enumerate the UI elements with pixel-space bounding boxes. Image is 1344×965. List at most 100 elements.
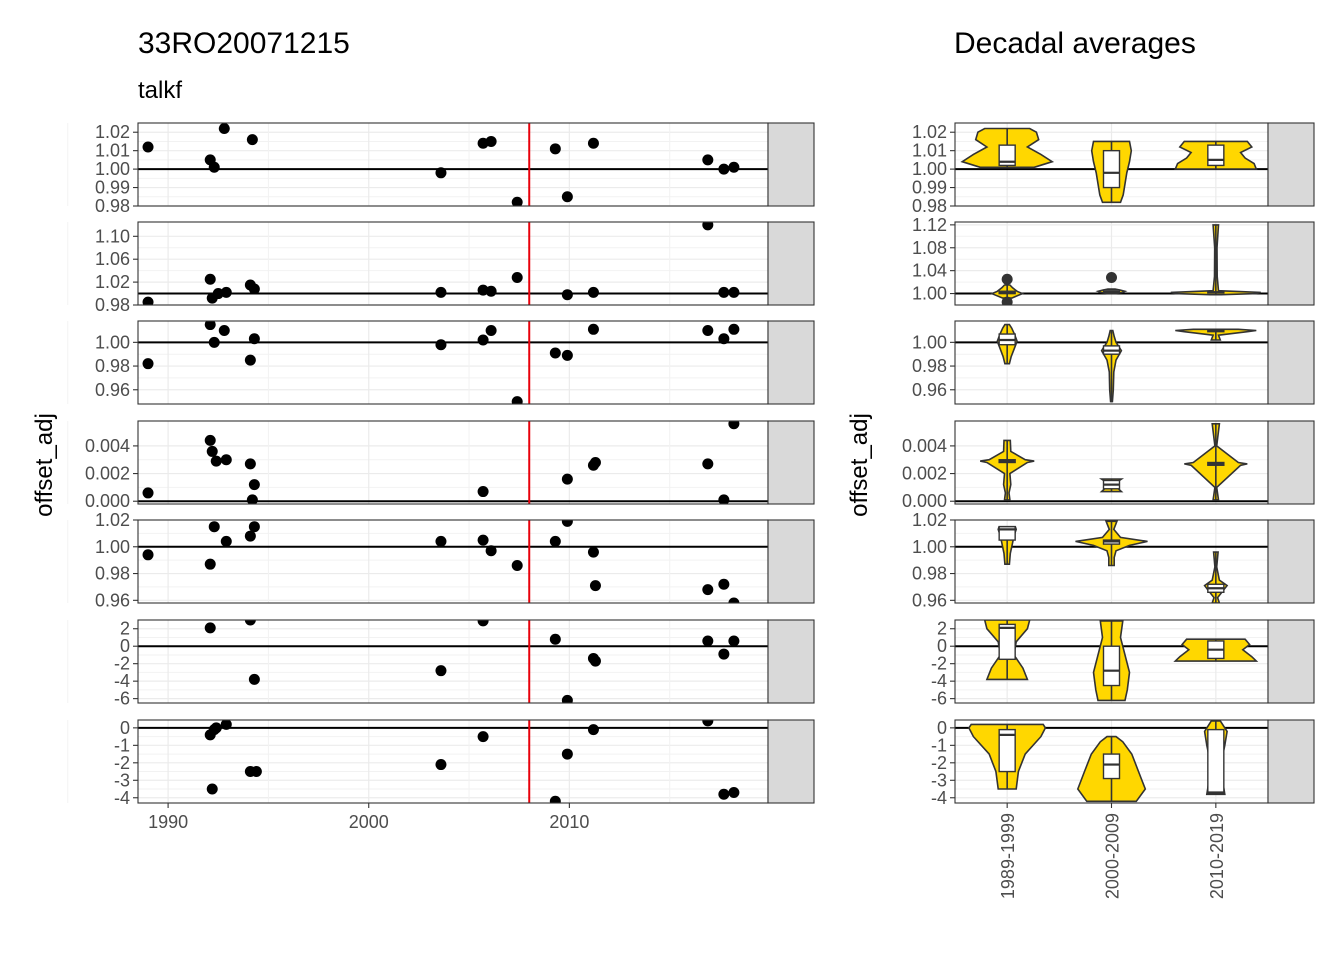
left-nitrate-y-tick-label: 1.00 xyxy=(95,159,130,179)
left-silicate-panel-bg xyxy=(138,520,768,603)
left-salinity-data-point xyxy=(210,455,222,467)
left-oxygen-data-point xyxy=(477,284,489,296)
left-oxygen-data-point xyxy=(212,288,224,300)
left-oxygen-data-point xyxy=(728,286,740,298)
left-silicate-data-point xyxy=(511,560,523,572)
left-talk-data-point xyxy=(244,620,256,626)
right-silicate-y-tick-label: 0.98 xyxy=(912,564,947,584)
right-tco2-box xyxy=(998,728,1016,773)
left-silicate-data-point xyxy=(728,597,740,603)
left-oxygen-data-point xyxy=(248,283,260,295)
left-phosphate-data-point xyxy=(248,333,260,345)
left-talk-y-tick-label: 2 xyxy=(120,619,130,639)
left-nitrate-data-point xyxy=(218,123,230,135)
left-nitrate-data-point xyxy=(208,161,220,173)
left-salinity-marks xyxy=(138,421,768,504)
right-tco2-box xyxy=(1207,728,1225,795)
left-facet-tco2: -4-3-2-10tco2 xyxy=(67,718,815,808)
left-oxygen-y-tick-label: 1.10 xyxy=(95,226,130,246)
left-nitrate-data-point xyxy=(511,196,523,206)
left-tco2-data-point xyxy=(718,788,730,800)
right-nitrate-marks xyxy=(955,127,1268,204)
left-plot-subtitle: talkf xyxy=(138,77,182,104)
left-salinity-y-tick-label: 0.004 xyxy=(85,436,130,456)
left-oxygen-y-tick-label: 1.02 xyxy=(95,272,130,292)
left-tco2-data-point xyxy=(435,759,447,771)
right-facet-silicate: 0.960.981.001.02silicate xyxy=(912,510,1315,610)
left-talk-data-point xyxy=(718,648,730,660)
left-x-tick-label: 1990 xyxy=(148,812,188,832)
left-nitrate-y-tick-label: 1.02 xyxy=(95,122,130,142)
left-x-tick-label: 2010 xyxy=(549,812,589,832)
left-oxygen-data-point xyxy=(702,222,714,231)
right-talk-y-tick-label: -6 xyxy=(931,689,947,709)
right-silicate-y-tick-label: 0.96 xyxy=(912,590,947,610)
right-nitrate-y-tick-label: 0.98 xyxy=(912,196,947,216)
right-silicate-y-tick-label: 1.00 xyxy=(912,537,947,557)
right-silicate-y-tick-label: 1.02 xyxy=(912,510,947,530)
left-silicate-y-tick-label: 1.00 xyxy=(95,537,130,557)
left-silicate-data-point xyxy=(702,584,714,596)
left-salinity-data-point xyxy=(248,479,260,491)
right-talk-box xyxy=(998,623,1016,661)
right-facet-nitrate: 0.980.991.001.011.02nitrate xyxy=(912,122,1315,216)
left-tco2-data-point xyxy=(206,783,218,795)
right-talk-y-tick-label: -4 xyxy=(931,671,947,691)
left-silicate-data-point xyxy=(208,521,220,533)
left-salinity-data-point xyxy=(220,454,232,466)
left-y-axis-label: offset_adj xyxy=(31,413,58,517)
left-talk-y-tick-label: -4 xyxy=(114,671,130,691)
left-oxygen-data-point xyxy=(485,285,497,297)
right-tco2-y-tick-label: -1 xyxy=(931,735,947,755)
left-salinity-data-point xyxy=(728,421,740,430)
left-silicate-data-point xyxy=(485,545,497,557)
right-plot-title: Decadal averages xyxy=(954,27,1196,60)
left-nitrate-y-tick-label: 0.98 xyxy=(95,196,130,216)
left-silicate-y-tick-label: 0.96 xyxy=(95,590,130,610)
left-phosphate-data-point xyxy=(435,339,447,351)
left-phosphate-y-tick-label: 0.96 xyxy=(95,380,130,400)
right-salinity-y-tick-label: 0.004 xyxy=(902,436,947,456)
left-oxygen-data-point xyxy=(511,272,523,284)
right-oxygen-outlier-point xyxy=(1001,296,1013,305)
left-nitrate-y-tick-label: 1.01 xyxy=(95,141,130,161)
right-nitrate-strip xyxy=(1267,122,1315,207)
right-oxygen-marks xyxy=(955,224,1268,305)
left-salinity-strip xyxy=(767,420,815,505)
left-salinity-data-point xyxy=(246,494,258,504)
left-phosphate-data-point xyxy=(142,358,154,370)
left-oxygen-data-point xyxy=(220,286,232,298)
left-talk-y-tick-label: -6 xyxy=(114,689,130,709)
left-silicate-y-tick-label: 0.98 xyxy=(95,564,130,584)
right-silicate-strip xyxy=(1267,519,1315,604)
left-talk-data-point xyxy=(435,665,447,677)
right-tco2-marks xyxy=(955,720,1268,803)
left-oxygen-data-point xyxy=(142,296,154,305)
right-salinity-y-tick-label: 0.000 xyxy=(902,491,947,511)
left-oxygen-data-point xyxy=(204,273,216,285)
left-facet-oxygen: 0.981.021.061.10oxygen xyxy=(67,221,815,315)
left-oxygen-data-point xyxy=(561,289,573,301)
left-nitrate-marks xyxy=(138,123,768,206)
right-nitrate-y-tick-label: 1.01 xyxy=(912,141,947,161)
right-tco2-y-tick-label: -4 xyxy=(931,788,947,808)
left-phosphate-data-point xyxy=(561,349,573,361)
left-talk-data-point xyxy=(589,655,601,667)
right-nitrate-box xyxy=(1102,149,1121,189)
left-salinity-y-tick-label: 0.002 xyxy=(85,464,130,484)
left-nitrate-data-point xyxy=(587,137,599,149)
left-salinity-data-point xyxy=(702,458,714,470)
left-phosphate-data-point xyxy=(204,321,216,331)
left-silicate-data-point xyxy=(718,578,730,590)
left-phosphate-data-point xyxy=(244,354,256,366)
right-oxygen-outlier-point xyxy=(1001,273,1013,285)
left-silicate-y-tick-label: 1.02 xyxy=(95,510,130,530)
right-silicate-marks xyxy=(955,520,1268,603)
left-facet-silicate: 0.960.981.001.02silicate xyxy=(67,510,815,610)
left-tco2-y-tick-label: -3 xyxy=(114,770,130,790)
right-talk-box xyxy=(1102,645,1121,687)
left-oxygen-data-point xyxy=(587,286,599,298)
